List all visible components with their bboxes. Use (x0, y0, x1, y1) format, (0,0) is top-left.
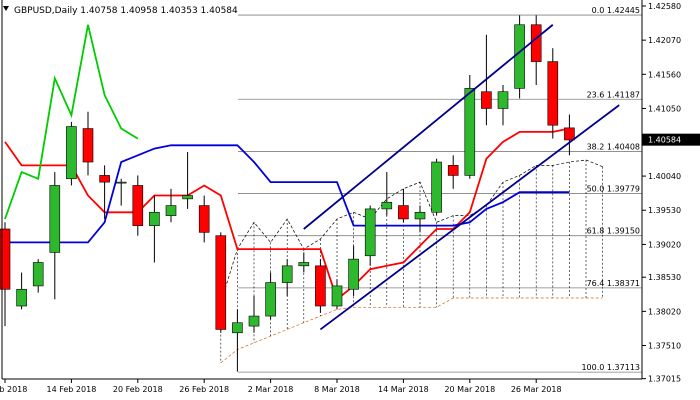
indicator-line-0 (4, 127, 570, 301)
candle-body-18 (298, 262, 310, 267)
candle-body-12 (198, 205, 210, 233)
fibonacci-layer: 0.0 1.42445 23.6 1.41187 38.2 1.40408 50.0 … (238, 6, 642, 373)
candle-body-23 (381, 201, 393, 210)
candle-body-24 (398, 205, 409, 220)
indicator-line-1 (5, 144, 570, 244)
indicator-line-2 (4, 24, 139, 220)
candle-body-0 (0, 228, 11, 290)
candle-body-22 (364, 208, 376, 257)
x-tick-label-5: 8 Mar 2018 (314, 385, 360, 394)
candle-body-7 (115, 181, 127, 184)
candle-body-16 (265, 282, 276, 317)
candle-body-15 (248, 315, 260, 327)
candle-body-10 (165, 205, 177, 216)
fib-level-label-6: 100.0 1.37113 (581, 363, 640, 372)
candle-body-21 (348, 258, 359, 290)
cloud-lower-line (220, 297, 603, 364)
y-tick-label-0: 1.42580 (648, 2, 681, 11)
y-tick-label-11: 1.37015 (648, 375, 681, 384)
fib-level-label-4: 61.8 1.39150 (587, 227, 640, 236)
candle-body-4 (66, 126, 77, 180)
y-tick-label-9: 1.38020 (648, 307, 681, 316)
last-price-box (642, 133, 700, 146)
fib-level-label-2: 38.2 1.40408 (587, 142, 640, 151)
candle-body-13 (215, 235, 227, 330)
candle-body-3 (49, 185, 61, 253)
fib-level-label-0: 0.0 1.42445 (592, 6, 640, 15)
y-tick-label-5: 1.40040 (648, 172, 681, 181)
candle-body-26 (431, 161, 442, 213)
candle-layer (0, 15, 575, 372)
y-tick-label-1: 1.42070 (648, 36, 681, 45)
trend-channel-layer (303, 24, 620, 331)
y-tick-label-2: 1.41560 (648, 70, 681, 79)
fib-level-label-1: 23.6 1.41187 (587, 90, 640, 99)
x-tick-label-8: 26 Mar 2018 (511, 385, 562, 394)
candle-body-20 (331, 285, 343, 307)
candle-body-1 (16, 288, 27, 307)
candle-body-17 (281, 265, 293, 283)
y-tick-label-6: 1.39530 (648, 206, 681, 215)
candle-body-25 (414, 211, 426, 220)
x-tick-label-0: 8 Feb 2018 (0, 385, 27, 394)
fib-level-label-3: 50.0 1.39779 (587, 185, 640, 194)
candle-body-29 (481, 91, 492, 109)
x-tick-label-6: 14 Mar 2018 (378, 385, 429, 394)
indicator-layer (4, 24, 570, 301)
candle-body-34 (564, 127, 575, 141)
candle-body-30 (497, 91, 509, 109)
candle-body-14 (232, 322, 243, 334)
chart-title: GBPUSD,Daily 1.40758 1.40958 1.40353 1.4… (14, 6, 238, 16)
candle-body-32 (530, 24, 542, 62)
y-tick-label-7: 1.39020 (648, 240, 681, 249)
x-tick-label-7: 20 Mar 2018 (444, 385, 495, 394)
candle-body-19 (315, 265, 326, 307)
fib-level-label-5: 76.4 1.38371 (587, 279, 640, 288)
last-price-label: 1.40584 (648, 136, 681, 145)
y-tick-label-10: 1.37510 (648, 342, 681, 351)
candle-body-11 (182, 195, 193, 200)
collapse-arrow-icon[interactable] (3, 6, 9, 11)
candle-body-5 (82, 128, 94, 163)
channel-line-1 (319, 104, 620, 331)
x-tick-label-2: 20 Feb 2018 (113, 385, 163, 394)
y-tick-label-3: 1.41050 (648, 104, 681, 113)
x-tick-label-4: 2 Mar 2018 (248, 385, 294, 394)
candle-body-9 (149, 211, 160, 226)
channel-line-0 (303, 24, 554, 230)
candle-body-27 (447, 165, 459, 176)
candle-body-2 (32, 262, 44, 287)
x-tick-label-1: 14 Feb 2018 (47, 385, 97, 394)
candle-body-6 (99, 175, 110, 183)
candle-body-33 (547, 61, 559, 126)
candle-body-31 (514, 24, 525, 89)
x-tick-label-3: 26 Feb 2018 (179, 385, 229, 394)
y-tick-label-8: 1.38530 (648, 273, 681, 282)
candle-body-28 (464, 88, 476, 176)
candle-body-8 (132, 185, 144, 226)
